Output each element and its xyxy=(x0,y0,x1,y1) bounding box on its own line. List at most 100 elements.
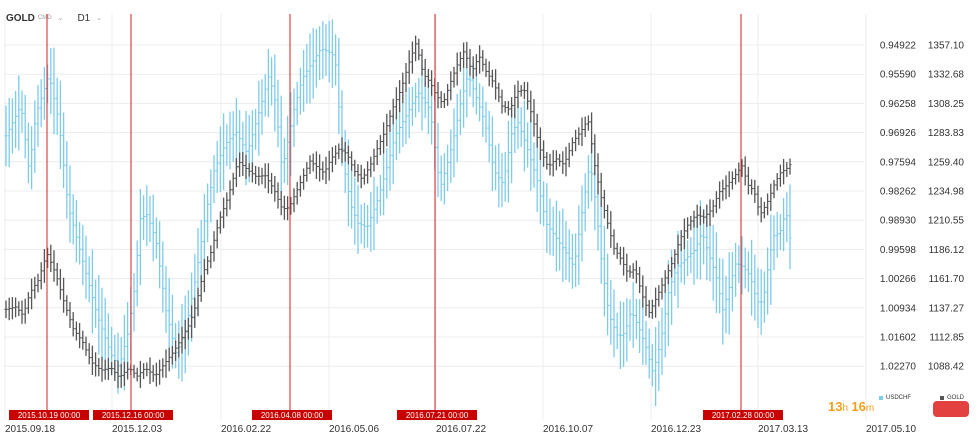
series-bar xyxy=(612,229,616,255)
series-bar xyxy=(746,166,750,195)
series-bar xyxy=(778,213,782,251)
legend-usdchf: USDCHF xyxy=(879,395,911,401)
series-bar xyxy=(394,116,398,160)
series-bar xyxy=(494,145,498,191)
series-bar xyxy=(209,169,213,223)
series-bar xyxy=(49,48,53,115)
series-bar xyxy=(743,247,747,289)
legend-usdchf-label: USDCHF xyxy=(886,395,911,401)
axis-right-label: 1210.55 xyxy=(928,216,965,227)
series-bar xyxy=(65,141,69,219)
series-bar xyxy=(142,195,146,241)
series-bar xyxy=(132,273,136,332)
series-bar xyxy=(590,112,594,154)
series-bar xyxy=(756,185,760,216)
series-bar xyxy=(766,247,770,315)
series-bar xyxy=(327,20,331,83)
series-bar xyxy=(14,297,18,318)
series-bar xyxy=(650,344,654,387)
marker-label: 2017.02.28 00:00 xyxy=(703,410,783,420)
series-bar xyxy=(686,217,690,239)
series-bar xyxy=(484,101,488,143)
series-bar xyxy=(628,265,632,278)
series-bar xyxy=(542,140,546,167)
action-button[interactable] xyxy=(933,401,969,417)
series-bar xyxy=(132,364,136,379)
series-bar xyxy=(689,215,693,231)
series-bar xyxy=(721,179,725,201)
series-bar xyxy=(583,116,587,137)
series-bar xyxy=(753,254,757,321)
series-bar xyxy=(513,84,517,119)
series-bar xyxy=(388,110,392,132)
series-bar xyxy=(657,321,661,391)
series-bar xyxy=(734,242,738,297)
series-bar xyxy=(414,35,418,62)
series-bar xyxy=(135,240,139,307)
series-bar xyxy=(334,145,338,165)
timer-hours: 13 xyxy=(828,399,843,414)
series-bar xyxy=(273,176,277,202)
series-bar xyxy=(638,266,642,294)
series-bar xyxy=(186,317,190,340)
series-bar xyxy=(535,113,539,148)
series-bar xyxy=(599,172,603,207)
series-bar xyxy=(286,196,290,221)
series-bar xyxy=(97,274,101,355)
series-bar xyxy=(551,206,555,257)
chevron-down-icon[interactable]: ⌄ xyxy=(57,15,64,22)
timeframe-selector[interactable]: D1 xyxy=(77,12,91,24)
series-bar xyxy=(676,234,680,265)
series-bar xyxy=(769,214,773,305)
symbol-name[interactable]: GOLD xyxy=(6,12,35,24)
series-bar xyxy=(606,204,610,229)
timer-hours-unit: h xyxy=(842,403,849,414)
series-bar xyxy=(302,49,306,112)
series-bar xyxy=(36,273,40,293)
series-bar xyxy=(618,301,622,370)
series-bar xyxy=(410,41,414,74)
series-bar xyxy=(385,113,389,147)
series-bar xyxy=(337,143,341,160)
series-bar xyxy=(33,100,37,173)
series-bar xyxy=(46,247,50,268)
series-bar xyxy=(55,77,59,135)
series-bar xyxy=(558,210,562,271)
marker-label: 2015.12.16 00:00 xyxy=(93,410,173,420)
marker-label: 2015.10.19 00:00 xyxy=(9,410,89,420)
series-bar xyxy=(7,97,11,168)
series-bar xyxy=(199,219,203,285)
series-bar xyxy=(161,358,165,378)
series-bar xyxy=(545,151,549,170)
series-bar xyxy=(516,80,520,109)
series-bar xyxy=(350,170,354,229)
series-bar xyxy=(270,57,274,106)
series-bar xyxy=(417,38,421,61)
series-bar xyxy=(42,67,46,120)
chevron-down-icon[interactable]: ⌄ xyxy=(96,15,103,22)
series-bar xyxy=(359,164,363,189)
timer-minutes-unit: m xyxy=(865,403,875,414)
series-bar xyxy=(743,156,747,186)
series-bar xyxy=(154,362,158,387)
series-bar xyxy=(660,277,664,300)
x-axis-label: 2016.12.23 xyxy=(651,424,701,435)
series-bar xyxy=(570,137,574,156)
series-bar xyxy=(327,150,331,181)
x-axis-label: 2015.12.03 xyxy=(112,424,162,435)
series-bar xyxy=(167,347,171,372)
series-bar xyxy=(311,153,315,172)
series-bar xyxy=(759,197,763,223)
marker-label-text: 2015.12.16 00:00 xyxy=(102,411,165,420)
axis-left-labels: 0.94922 0.95590 0.96258 0.96926 0.97594 0.982… xyxy=(880,41,917,373)
marker-label-text: 2015.10.19 00:00 xyxy=(18,411,81,420)
series-bar xyxy=(241,152,245,177)
series-bar xyxy=(276,182,280,209)
series-bar xyxy=(263,74,267,117)
series-bar xyxy=(81,330,85,350)
series-bar xyxy=(522,100,526,172)
series-bar xyxy=(663,289,667,358)
series-bar xyxy=(366,161,370,184)
series-bar xyxy=(583,173,587,232)
